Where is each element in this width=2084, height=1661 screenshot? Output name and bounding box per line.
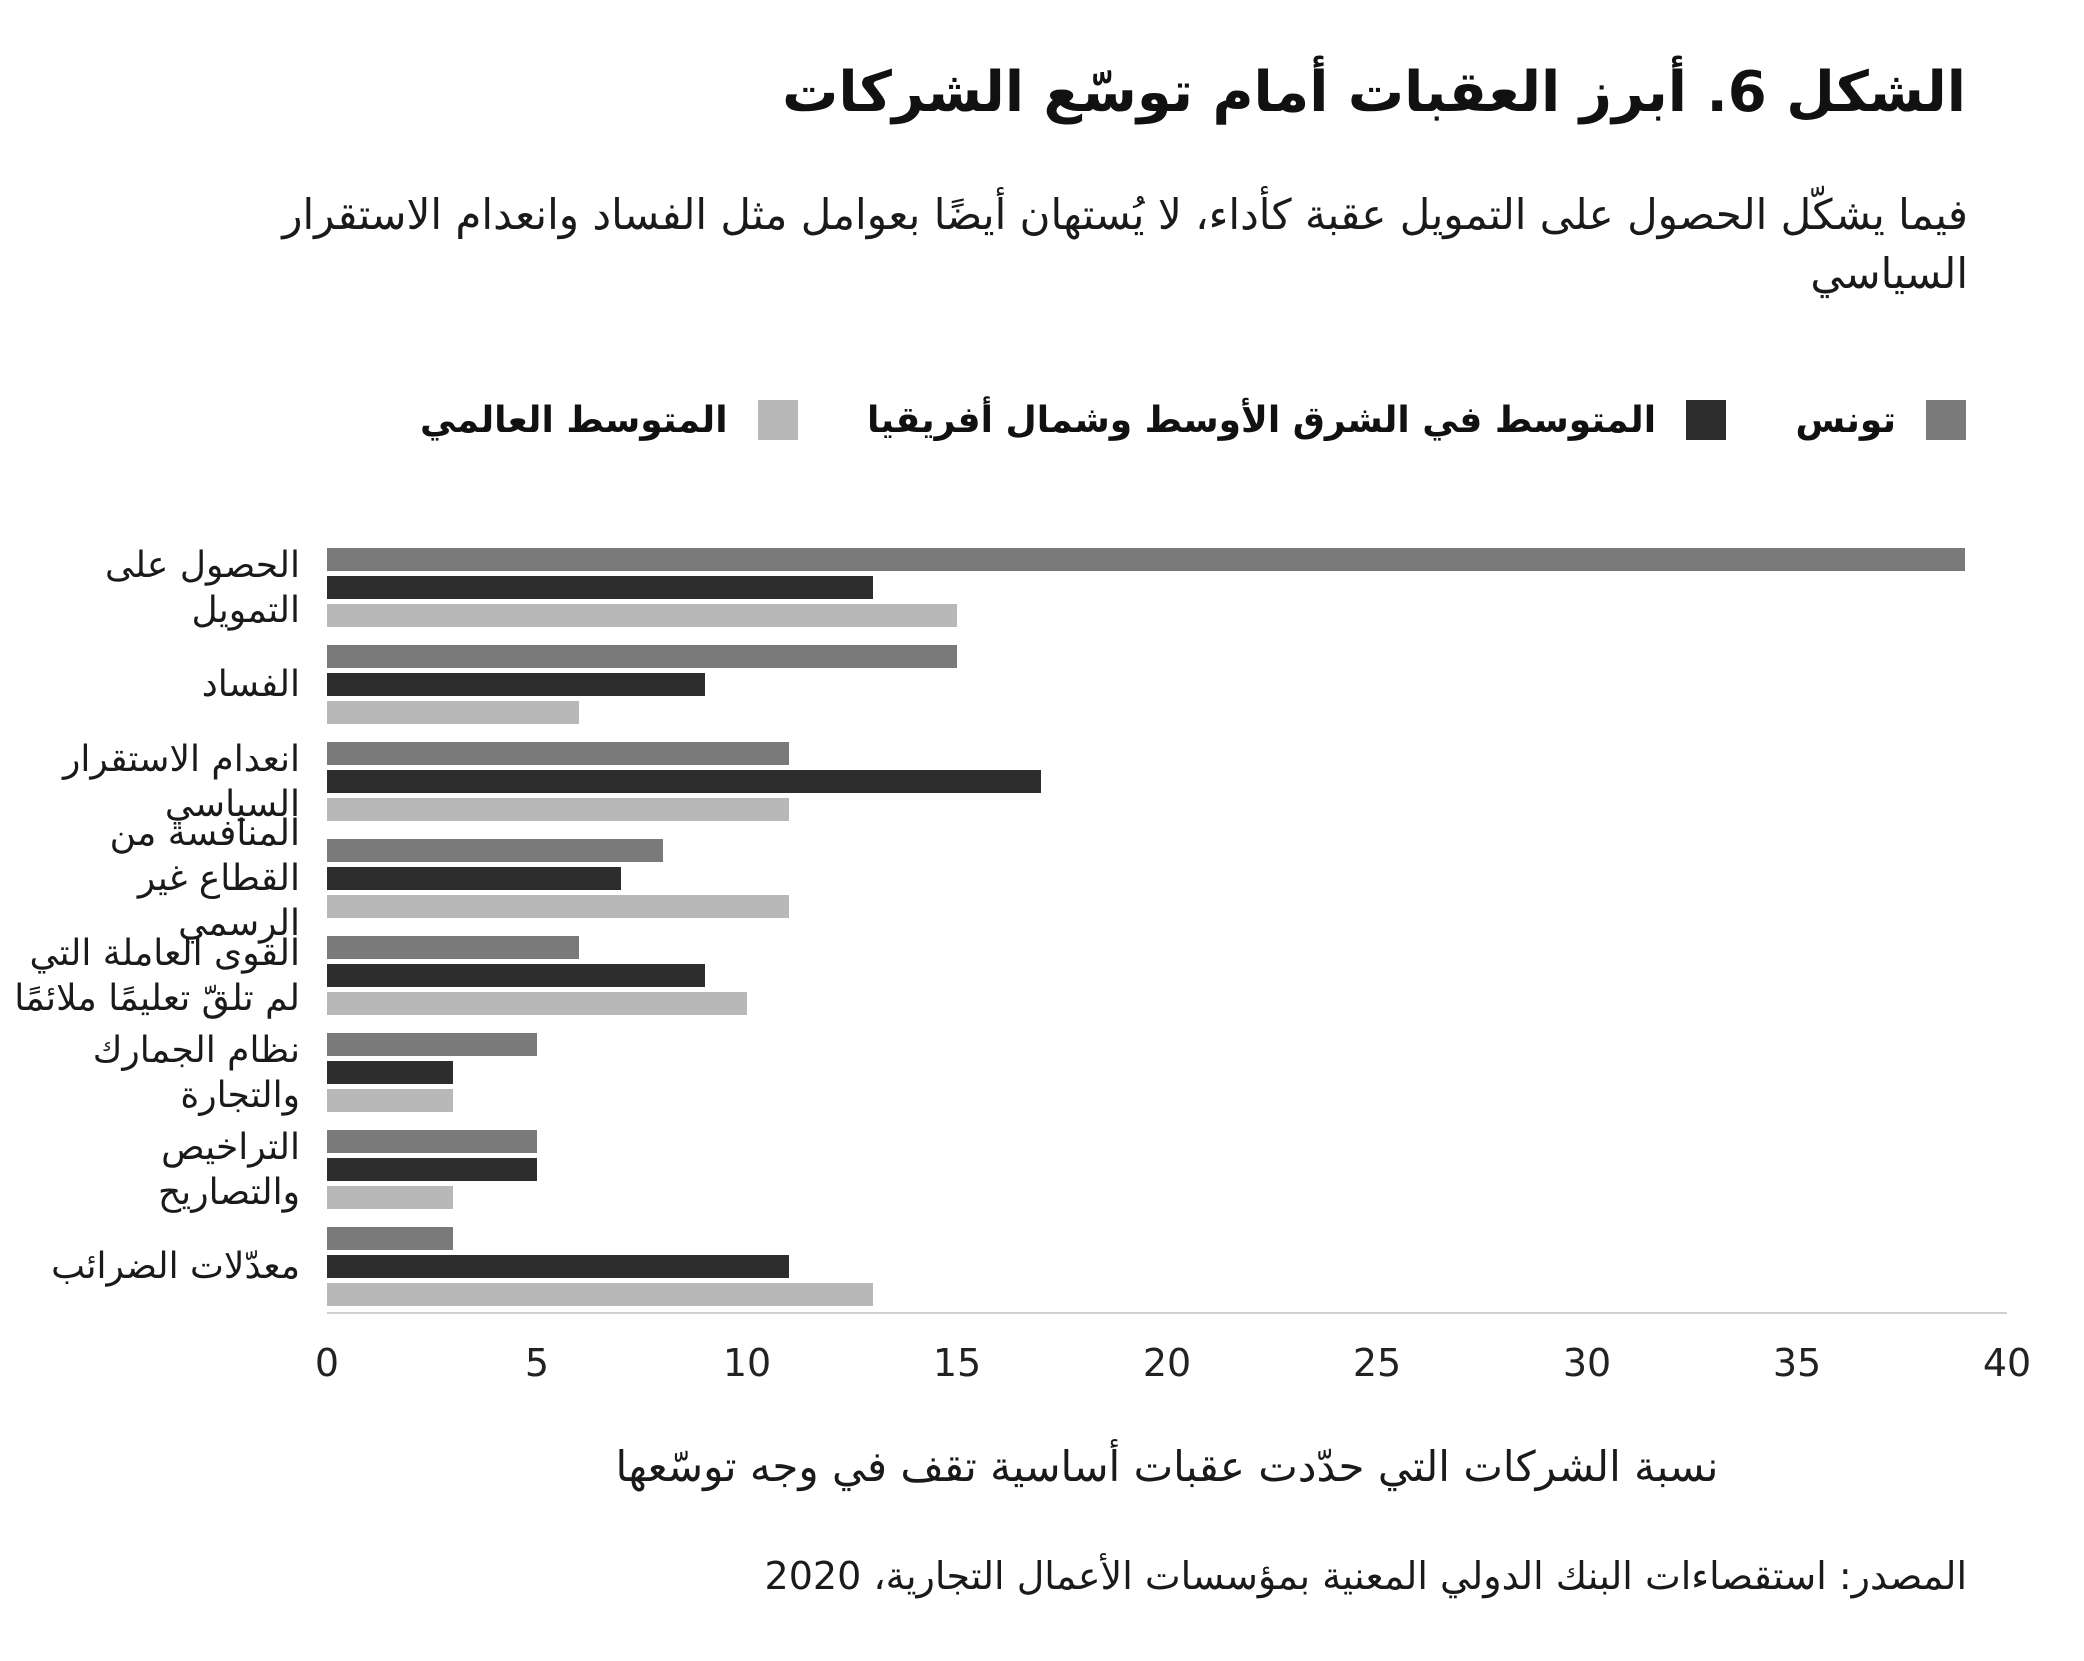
x-tick-label: 5 <box>524 1341 550 1385</box>
legend-swatch <box>1926 400 1966 440</box>
bar-global-average <box>327 895 789 918</box>
category-label: نظام الجمارك والتجارة <box>92 1029 300 1116</box>
bar-global-average <box>327 1089 453 1112</box>
chart-legend: تونس المتوسط في الشرق الأوسط وشمال أفريقي… <box>420 390 1966 450</box>
x-tick-label: 35 <box>1772 1341 1822 1385</box>
figure-subtitle: فيما يشكّل الحصول على التمويل عقبة كأداء… <box>282 190 1968 298</box>
bar-tunisia <box>327 742 789 765</box>
x-axis-tick-labels: 0 5 10 15 20 25 30 35 40 <box>0 1341 2084 1391</box>
legend-item: تونس <box>1795 399 1966 441</box>
x-axis-title: نسبة الشركات التي حدّدت عقبات أساسية تقف… <box>615 1442 1719 1491</box>
bar-global-average <box>327 798 789 821</box>
category-label: الفساد <box>201 664 300 705</box>
bar-mena-average <box>327 1061 453 1084</box>
legend-item: المتوسط في الشرق الأوسط وشمال أفريقيا <box>867 399 1727 441</box>
bar-tunisia <box>327 548 1965 571</box>
bar-global-average <box>327 1186 453 1209</box>
bar-tunisia <box>327 645 957 668</box>
bar-mena-average <box>327 770 1041 793</box>
x-tick-label: 20 <box>1142 1341 1192 1385</box>
x-tick-label: 25 <box>1352 1341 1402 1385</box>
x-tick-label: 0 <box>314 1341 340 1385</box>
bar-mena-average <box>327 964 705 987</box>
source-note: المصدر: استقصاءات البنك الدولي المعنية ب… <box>764 1554 1967 1598</box>
bar-mena-average <box>327 1255 789 1278</box>
bar-tunisia <box>327 839 663 862</box>
bar-tunisia <box>327 1033 537 1056</box>
category-label: المنافسة من القطاع غير الرسمي <box>109 813 300 944</box>
bar-global-average <box>327 701 579 724</box>
figure-title: الشكل 6. أبرز العقبات أمام توسّع الشركات <box>782 60 1966 125</box>
bar-mena-average <box>327 576 873 599</box>
legend-label: المتوسط العالمي <box>420 399 728 441</box>
bar-global-average <box>327 1283 873 1306</box>
x-tick-label: 30 <box>1562 1341 1612 1385</box>
legend-label: تونس <box>1795 399 1897 441</box>
bar-tunisia <box>327 1130 537 1153</box>
x-tick-label: 10 <box>722 1341 772 1385</box>
category-label: التراخيص والتصاريح <box>157 1126 300 1213</box>
bar-tunisia <box>327 1227 453 1250</box>
category-label: القوى العاملة التي لم تلقّ تعليمًا ملائم… <box>14 932 300 1019</box>
bar-tunisia <box>327 936 579 959</box>
bar-global-average <box>327 992 747 1015</box>
bar-mena-average <box>327 867 621 890</box>
category-label: انعدام الاستقرار السياسي <box>62 738 300 825</box>
legend-swatch <box>757 400 798 440</box>
category-label: الحصول على التمويل <box>104 544 300 631</box>
bar-mena-average <box>327 673 705 696</box>
category-label: معدّلات الضرائب <box>51 1246 300 1287</box>
x-axis-line <box>327 1312 2007 1314</box>
legend-item: المتوسط العالمي <box>420 400 798 441</box>
x-tick-label: 15 <box>932 1341 982 1385</box>
bar-mena-average <box>327 1158 537 1181</box>
x-tick-label: 40 <box>1982 1341 2032 1385</box>
bar-global-average <box>327 604 957 627</box>
legend-label: المتوسط في الشرق الأوسط وشمال أفريقيا <box>867 399 1657 441</box>
bar-chart-plot: الحصول على التمويل الفساد انعدام الاستقرار… <box>0 544 2084 1320</box>
legend-swatch <box>1686 400 1727 440</box>
